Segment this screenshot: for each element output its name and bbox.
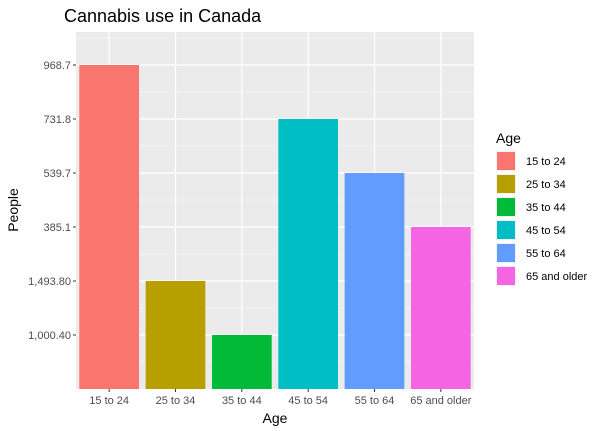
legend-label: 55 to 64 [526,248,566,260]
legend-swatch [497,152,515,170]
y-tick-label: 1,493.80 [28,276,71,288]
legend-label: 35 to 44 [526,202,566,214]
legend-swatch [497,244,515,262]
y-tick-label: 385.1 [43,222,71,234]
legend-swatch [497,198,515,216]
x-tick-label: 15 to 24 [89,395,129,407]
chart-title: Cannabis use in Canada [64,6,262,26]
x-tick-label: 45 to 54 [288,395,328,407]
y-tick-label: 731.8 [43,114,71,126]
legend-swatch [497,267,515,285]
y-tick-label: 539.7 [43,168,71,180]
legend-label: 25 to 34 [526,179,566,191]
legend-label: 15 to 24 [526,156,566,168]
legend: Age 15 to 24 25 to 34 35 to 44 45 to 54 55 t… [496,130,587,286]
bar-45-to-54 [278,119,339,389]
plot-panel [76,32,474,389]
x-tick-label: 25 to 34 [156,395,196,407]
x-tick-label: 35 to 44 [222,395,262,407]
y-tick-label: 968.7 [43,60,71,72]
bars [79,65,471,389]
bar-25-to-34 [145,281,206,389]
x-tick-label: 55 to 64 [355,395,395,407]
legend-title: Age [496,130,521,146]
legend-label: 65 and older [526,271,587,283]
x-tick-label: 65 and older [410,395,471,407]
legend-label: 45 to 54 [526,225,566,237]
bar-65-and-older [410,227,471,389]
x-axis: 15 to 24 25 to 34 35 to 44 45 to 54 55 to 64… [89,389,472,407]
bar-35-to-44 [211,335,272,389]
bar-55-to-64 [344,173,405,389]
x-axis-title: Age [263,410,288,426]
legend-swatch [497,175,515,193]
legend-swatch [497,221,515,239]
y-axis: 1,000.40 1,493.80 385.1 539.7 731.8 968.7 [28,60,76,342]
y-tick-label: 1,000.40 [28,330,71,342]
bar-15-to-24 [79,65,140,389]
y-axis-title: People [5,188,21,232]
